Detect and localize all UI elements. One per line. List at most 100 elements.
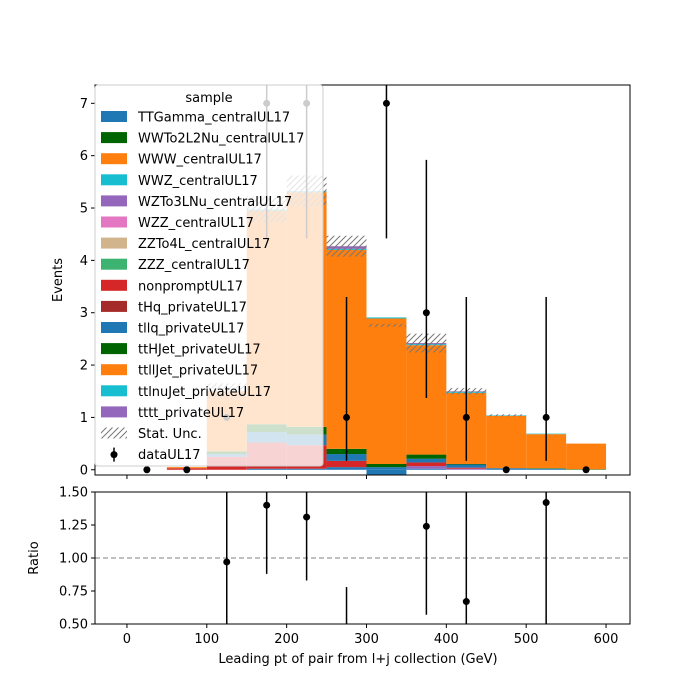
bar-10-bin-10 [526,468,567,470]
ratio-y-tick-label-1: 0.75 [59,585,88,600]
bar-12-bin-11 [566,443,607,470]
main-y-tick-label-4: 4 [80,254,88,269]
main-y-tick-label-6: 6 [80,149,88,164]
legend-label-9: tHq_privateUL17 [138,300,247,315]
data-point-0 [143,466,151,474]
data-point-8 [462,413,470,421]
legend-label-10: tllq_privateUL17 [138,322,244,337]
bar-10-bin-8 [446,464,487,468]
legend-label-2: WWW_centralUL17 [138,153,262,168]
bar-8-bin-7 [406,462,447,467]
legend-label-14: tttt_privateUL17 [138,406,244,421]
legend-swatch-5 [101,216,127,228]
bar-8-bin-5 [326,460,367,468]
ratio-y-tick-label-0: 0.50 [59,618,88,633]
bar-8-bin-8 [446,467,487,469]
legend-entries: TTGamma_centralUL17 WWTo2L2Nu_centralUL17… [101,111,304,463]
legend-label-13: ttlnuJet_privateUL17 [138,385,271,400]
legend-swatch-9 [101,300,127,312]
ratio-y-tick-label-2: 1.00 [59,552,88,567]
bar-10-bin-7 [406,458,447,463]
legend-title: sample [185,91,232,106]
legend-label-6: ZZTo4L_centralUL17 [138,237,270,252]
data-point-9 [502,466,510,474]
legend-swatch-stat-unc [101,427,127,439]
x-tick-label-2: 200 [274,632,299,647]
data-point-11 [582,466,590,474]
legend-label-7: ZZZ_centralUL17 [138,258,250,273]
x-axis-label: Leading pt of pair from l+j collection (… [218,652,497,667]
ratio-point-5 [462,598,470,606]
x-tick-label-0: 0 [123,632,131,647]
legend-swatch-11 [101,343,127,355]
main-y-tick-label-1: 1 [80,411,88,426]
ratio-point-2 [303,513,311,521]
ratio-point-6 [542,499,550,507]
bar-12-bin-9 [486,415,527,469]
stat-unc-band-bin-5 [326,235,367,257]
legend-data-marker [110,451,118,459]
legend-label-4: WZTo3LNu_centralUL17 [138,195,292,210]
legend-swatch-0 [101,111,127,122]
legend-swatch-12 [101,364,127,376]
legend-label-11: ttHJet_privateUL17 [138,343,261,358]
ratio-y-tick-label-4: 1.50 [59,486,88,501]
legend-swatch-3 [101,174,127,186]
bar-0-bin-5 [326,467,367,470]
legend-label-1: WWTo2L2Nu_centralUL17 [138,132,304,147]
x-tick-label-3: 300 [354,632,379,647]
legend-swatch-6 [101,237,127,249]
bar-0-bin-3 [246,468,287,470]
bar-4-bin-7 [406,466,447,469]
legend-swatch-14 [101,406,127,418]
data-point-7 [422,309,430,317]
main-y-tick-label-0: 0 [80,463,88,478]
bar-11-bin-10 [526,468,567,469]
bar-0-bin-7 [406,468,447,470]
bar-12-bin-6 [366,318,407,465]
legend-swatch-1 [101,132,127,144]
bar-11-bin-8 [446,464,487,465]
ratio-plot-area [223,492,550,624]
legend-swatch-13 [101,385,127,397]
data-point-6 [382,99,390,107]
ratio-panel: 0.500.751.001.251.500 100 200 300 400 500 600 … [27,486,631,667]
ratio-y-tick-label-3: 1.25 [59,519,88,534]
legend: sample TTGamma_centralUL17 WWTo2L2Nu_cent… [94,84,324,467]
x-tick-label-1: 100 [194,632,219,647]
bar-4-bin-8 [446,468,487,470]
legend-swatch-10 [101,322,127,333]
ratio-point-1 [263,501,271,509]
x-tick-label-6: 600 [594,632,619,647]
bar-11-bin-6 [366,464,407,468]
legend-label-5: WZZ_centralUL17 [138,216,254,231]
ratio-point-0 [223,558,231,566]
ratio-y-axis-label: Ratio [27,541,42,574]
main-axis-ticks: 0 1 2 3 4 5 6 7 [80,97,607,479]
main-y-tick-label-5: 5 [80,202,88,217]
legend-label-3: WWZ_centralUL17 [138,174,258,189]
x-tick-label-4: 400 [434,632,459,647]
bar-0-bin-4 [286,468,327,470]
legend-label-data: dataUL17 [138,448,201,463]
bar-11-bin-7 [406,454,447,459]
stat-unc-band-bin-6 [366,323,407,327]
stat-unc-band-bin-9 [486,414,527,417]
legend-swatch-2 [101,153,127,165]
legend-label-8: nonpromptUL17 [138,279,243,294]
main-y-tick-label-2: 2 [80,359,88,374]
ratio-point-4 [422,522,430,530]
data-point-5 [343,413,351,421]
legend-label-12: ttllJet_privateUL17 [138,364,258,379]
bar-13-bin-6 [366,317,407,319]
legend-swatch-4 [101,195,127,207]
bar-0-bin-6 [366,469,407,475]
main-y-tick-label-3: 3 [80,306,88,321]
bar-10-bin-6 [366,467,407,470]
main-y-axis-label: Events [51,258,66,302]
main-y-tick-label-7: 7 [80,97,88,112]
legend-swatch-8 [101,279,127,291]
legend-box [94,84,324,467]
legend-swatch-7 [101,258,127,270]
